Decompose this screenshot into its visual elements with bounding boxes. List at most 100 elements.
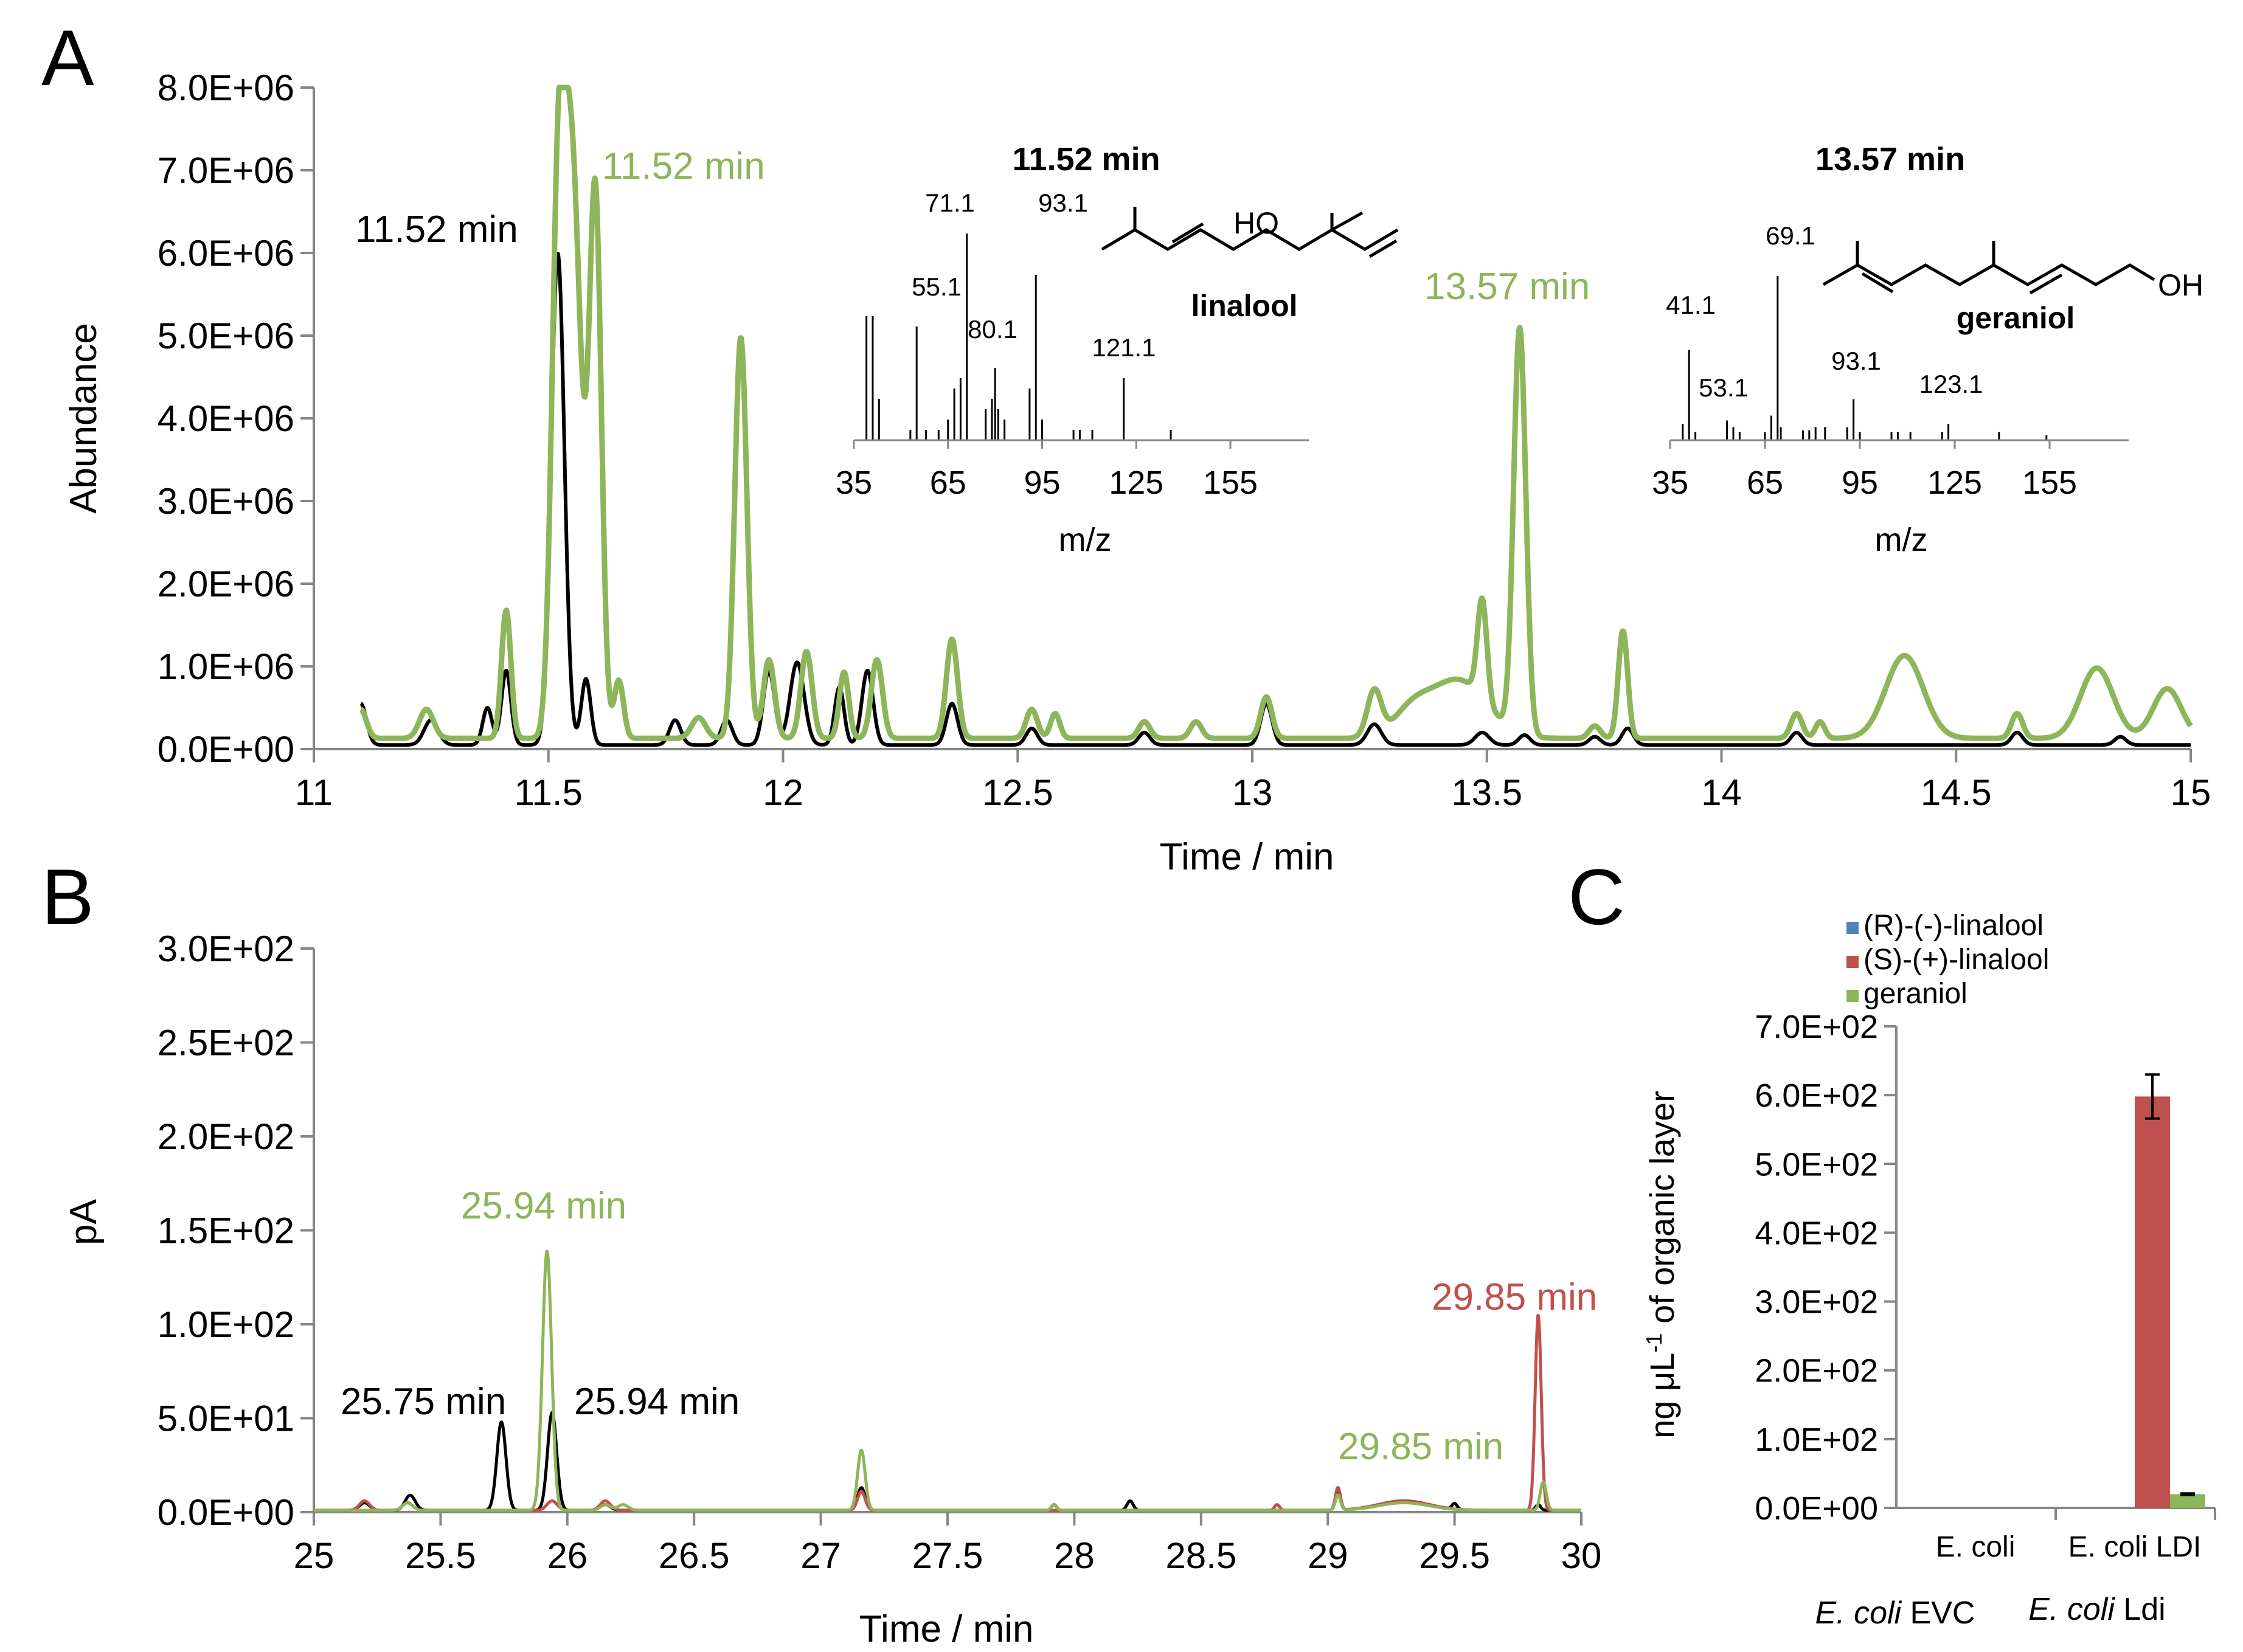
chart-a-x-tick-label: 13	[1232, 772, 1273, 813]
chart-a-annotation-green-1: 11.52 min	[602, 145, 765, 187]
chart-a-y-tick-label: 1.0E+06	[158, 646, 294, 687]
chart-a-x-tick-label: 11	[295, 772, 333, 813]
linalool-hydroxyl-label: HO	[1233, 206, 1279, 240]
chart-a-annotation-black: 11.52 min	[355, 209, 518, 251]
chart-b-annotation-green-2: 29.85 min	[1338, 1426, 1503, 1468]
legend-label-geraniol: geraniol	[1863, 978, 1967, 1010]
inset-2-tick-label: 65	[1747, 465, 1783, 501]
inset-2-peak-label-41: 41.1	[1666, 291, 1716, 319]
geraniol-hydroxyl-label: OH	[2158, 268, 2203, 302]
chart-c-category-2: E. coli LDI	[2068, 1531, 2202, 1563]
inset-2-tick-label: 125	[1927, 465, 1982, 501]
chart-b-x-tick-label: 28	[1054, 1535, 1095, 1576]
inset-1-peak-label-93: 93.1	[1038, 188, 1088, 217]
panel-label-c: C	[1568, 852, 1625, 941]
inset-1-tick-label: 125	[1109, 465, 1163, 501]
chart-c-group-label-ldi: E. coli Ldi	[2028, 1592, 2165, 1627]
inset-2-title: 13.57 min	[1815, 141, 1965, 178]
chart-b-annotation-red: 29.85 min	[1432, 1276, 1597, 1318]
chart-c-bar-1-1	[2135, 1096, 2170, 1508]
ms-inset-geraniol: 13.57 min 69.1 41.1 53.1 93.1 123.1 35 65…	[1652, 141, 2203, 558]
chart-b-x-tick-label: 30	[1561, 1535, 1602, 1576]
legend-label-r-linalool: (R)-(-)-linalool	[1863, 910, 2044, 942]
chart-a-x-tick-label: 11.5	[515, 772, 583, 813]
geraniol-name: geraniol	[1957, 301, 2075, 335]
inset-1-tick-label: 95	[1024, 465, 1060, 501]
chart-b-annotation-black-1: 25.75 min	[341, 1381, 506, 1423]
chart-c-bar-2-1	[2170, 1494, 2205, 1508]
chart-b-x-tick-label: 26	[547, 1535, 588, 1576]
inset-1-peak-label-80: 80.1	[968, 315, 1017, 344]
inset-1-title: 11.52 min	[1012, 141, 1160, 178]
inset-1-peak-label-121: 121.1	[1092, 333, 1156, 362]
chart-a-annotation-green-2: 13.57 min	[1424, 266, 1590, 308]
chart-a-y-tick-label: 3.0E+06	[158, 481, 294, 522]
chart-a-y-tick-label: 0.0E+00	[158, 729, 294, 770]
chart-c-y-tick-label: 2.0E+02	[1755, 1353, 1878, 1389]
chart-c-y-tick-label: 3.0E+02	[1755, 1284, 1878, 1321]
chart-a-y-tick-label: 5.0E+06	[158, 316, 294, 356]
inset-2-peak-label-53: 53.1	[1699, 373, 1749, 402]
linalool-structure	[1101, 207, 1399, 258]
chart-a-y-tick-label: 8.0E+06	[158, 67, 294, 108]
inset-1-peak-label-71: 71.1	[925, 188, 975, 217]
chart-b-y-tick-label: 1.0E+02	[158, 1304, 294, 1345]
chart-b-series-2	[313, 1249, 1583, 1512]
chart-a: 0.0E+00 1.0E+06 2.0E+06 3.0E+06 4.0E+06 5.0E+…	[63, 67, 2211, 878]
chart-b-x-tick-label: 27.5	[912, 1535, 983, 1576]
chart-c-ylabel: ng μL-1 of organic layer	[1642, 1091, 1682, 1439]
legend-label-s-linalool: (S)-(+)-linalool	[1863, 944, 2049, 976]
chart-b-x-tick-label: 29	[1308, 1535, 1348, 1576]
chart-b-y-tick-label: 2.5E+02	[158, 1023, 294, 1063]
inset-2-peak-label-93: 93.1	[1831, 347, 1881, 375]
inset-2-peak-label-69: 69.1	[1766, 221, 1815, 250]
chart-b: 0.0E+00 5.0E+01 1.0E+02 1.5E+02 2.0E+02 2.5E+…	[63, 928, 1601, 1650]
chart-a-x-tick-label: 12	[763, 772, 803, 813]
panel-label-a: A	[41, 13, 94, 102]
legend-swatch-r-linalool	[1846, 922, 1859, 934]
chart-a-x-tick-label: 14	[1701, 772, 1742, 813]
chart-a-x-tick-label: 14.5	[1921, 772, 1992, 813]
chart-c-y-tick-label: 1.0E+02	[1755, 1422, 1878, 1458]
inset-2-tick-label: 95	[1842, 465, 1878, 501]
chart-a-y-tick-label: 4.0E+06	[158, 398, 294, 439]
chart-b-x-tick-label: 25	[294, 1535, 335, 1576]
chart-b-y-tick-label: 0.0E+00	[158, 1492, 294, 1533]
linalool-name: linalool	[1191, 289, 1298, 323]
chart-c: (R)-(-)-linalool (S)-(+)-linalool gerani…	[1642, 910, 2216, 1631]
legend-swatch-geraniol	[1846, 990, 1859, 1002]
legend-swatch-s-linalool	[1846, 956, 1859, 968]
chart-b-xlabel: Time / min	[859, 1608, 1033, 1650]
inset-1-xlabel: m/z	[1059, 522, 1112, 558]
inset-1-peak-label-55: 55.1	[912, 272, 962, 301]
inset-2-tick-label: 155	[2022, 465, 2077, 501]
chart-a-xlabel: Time / min	[1159, 836, 1334, 878]
chart-b-ylabel: pA	[63, 1198, 105, 1245]
chart-b-x-tick-label: 26.5	[659, 1535, 730, 1576]
geraniol-structure	[1822, 241, 2155, 295]
chart-b-annotation-black-2: 25.94 min	[574, 1381, 740, 1423]
chart-c-y-tick-label: 0.0E+00	[1755, 1490, 1878, 1527]
chart-b-x-tick-label: 29.5	[1419, 1535, 1490, 1576]
chart-a-series-1	[358, 85, 2193, 741]
chart-c-y-tick-label: 5.0E+02	[1755, 1146, 1878, 1183]
chart-b-y-tick-label: 2.0E+02	[158, 1116, 294, 1157]
chart-c-y-tick-label: 7.0E+02	[1755, 1009, 1878, 1045]
chart-a-y-tick-label: 2.0E+06	[158, 564, 294, 604]
panel-label-b: B	[41, 852, 94, 941]
chart-c-group-label-evc: E. coli EVC	[1815, 1595, 1975, 1631]
chart-b-y-tick-label: 1.5E+02	[158, 1211, 294, 1251]
chart-b-y-tick-label: 5.0E+01	[158, 1398, 294, 1439]
chart-a-y-tick-label: 6.0E+06	[158, 233, 294, 274]
chart-c-category-1: E. coli	[1936, 1531, 2016, 1563]
inset-1-tick-label: 155	[1203, 465, 1258, 501]
chart-b-x-tick-label: 27	[800, 1535, 841, 1576]
chart-a-x-tick-label: 15	[2171, 772, 2211, 813]
chart-b-annotation-green-1: 25.94 min	[461, 1185, 626, 1227]
chart-a-y-tick-label: 7.0E+06	[158, 150, 294, 191]
chart-b-x-tick-label: 28.5	[1165, 1535, 1236, 1576]
chart-a-x-tick-label: 12.5	[982, 772, 1053, 813]
chart-c-y-tick-label: 4.0E+02	[1755, 1215, 1878, 1251]
inset-2-tick-label: 35	[1652, 465, 1688, 501]
